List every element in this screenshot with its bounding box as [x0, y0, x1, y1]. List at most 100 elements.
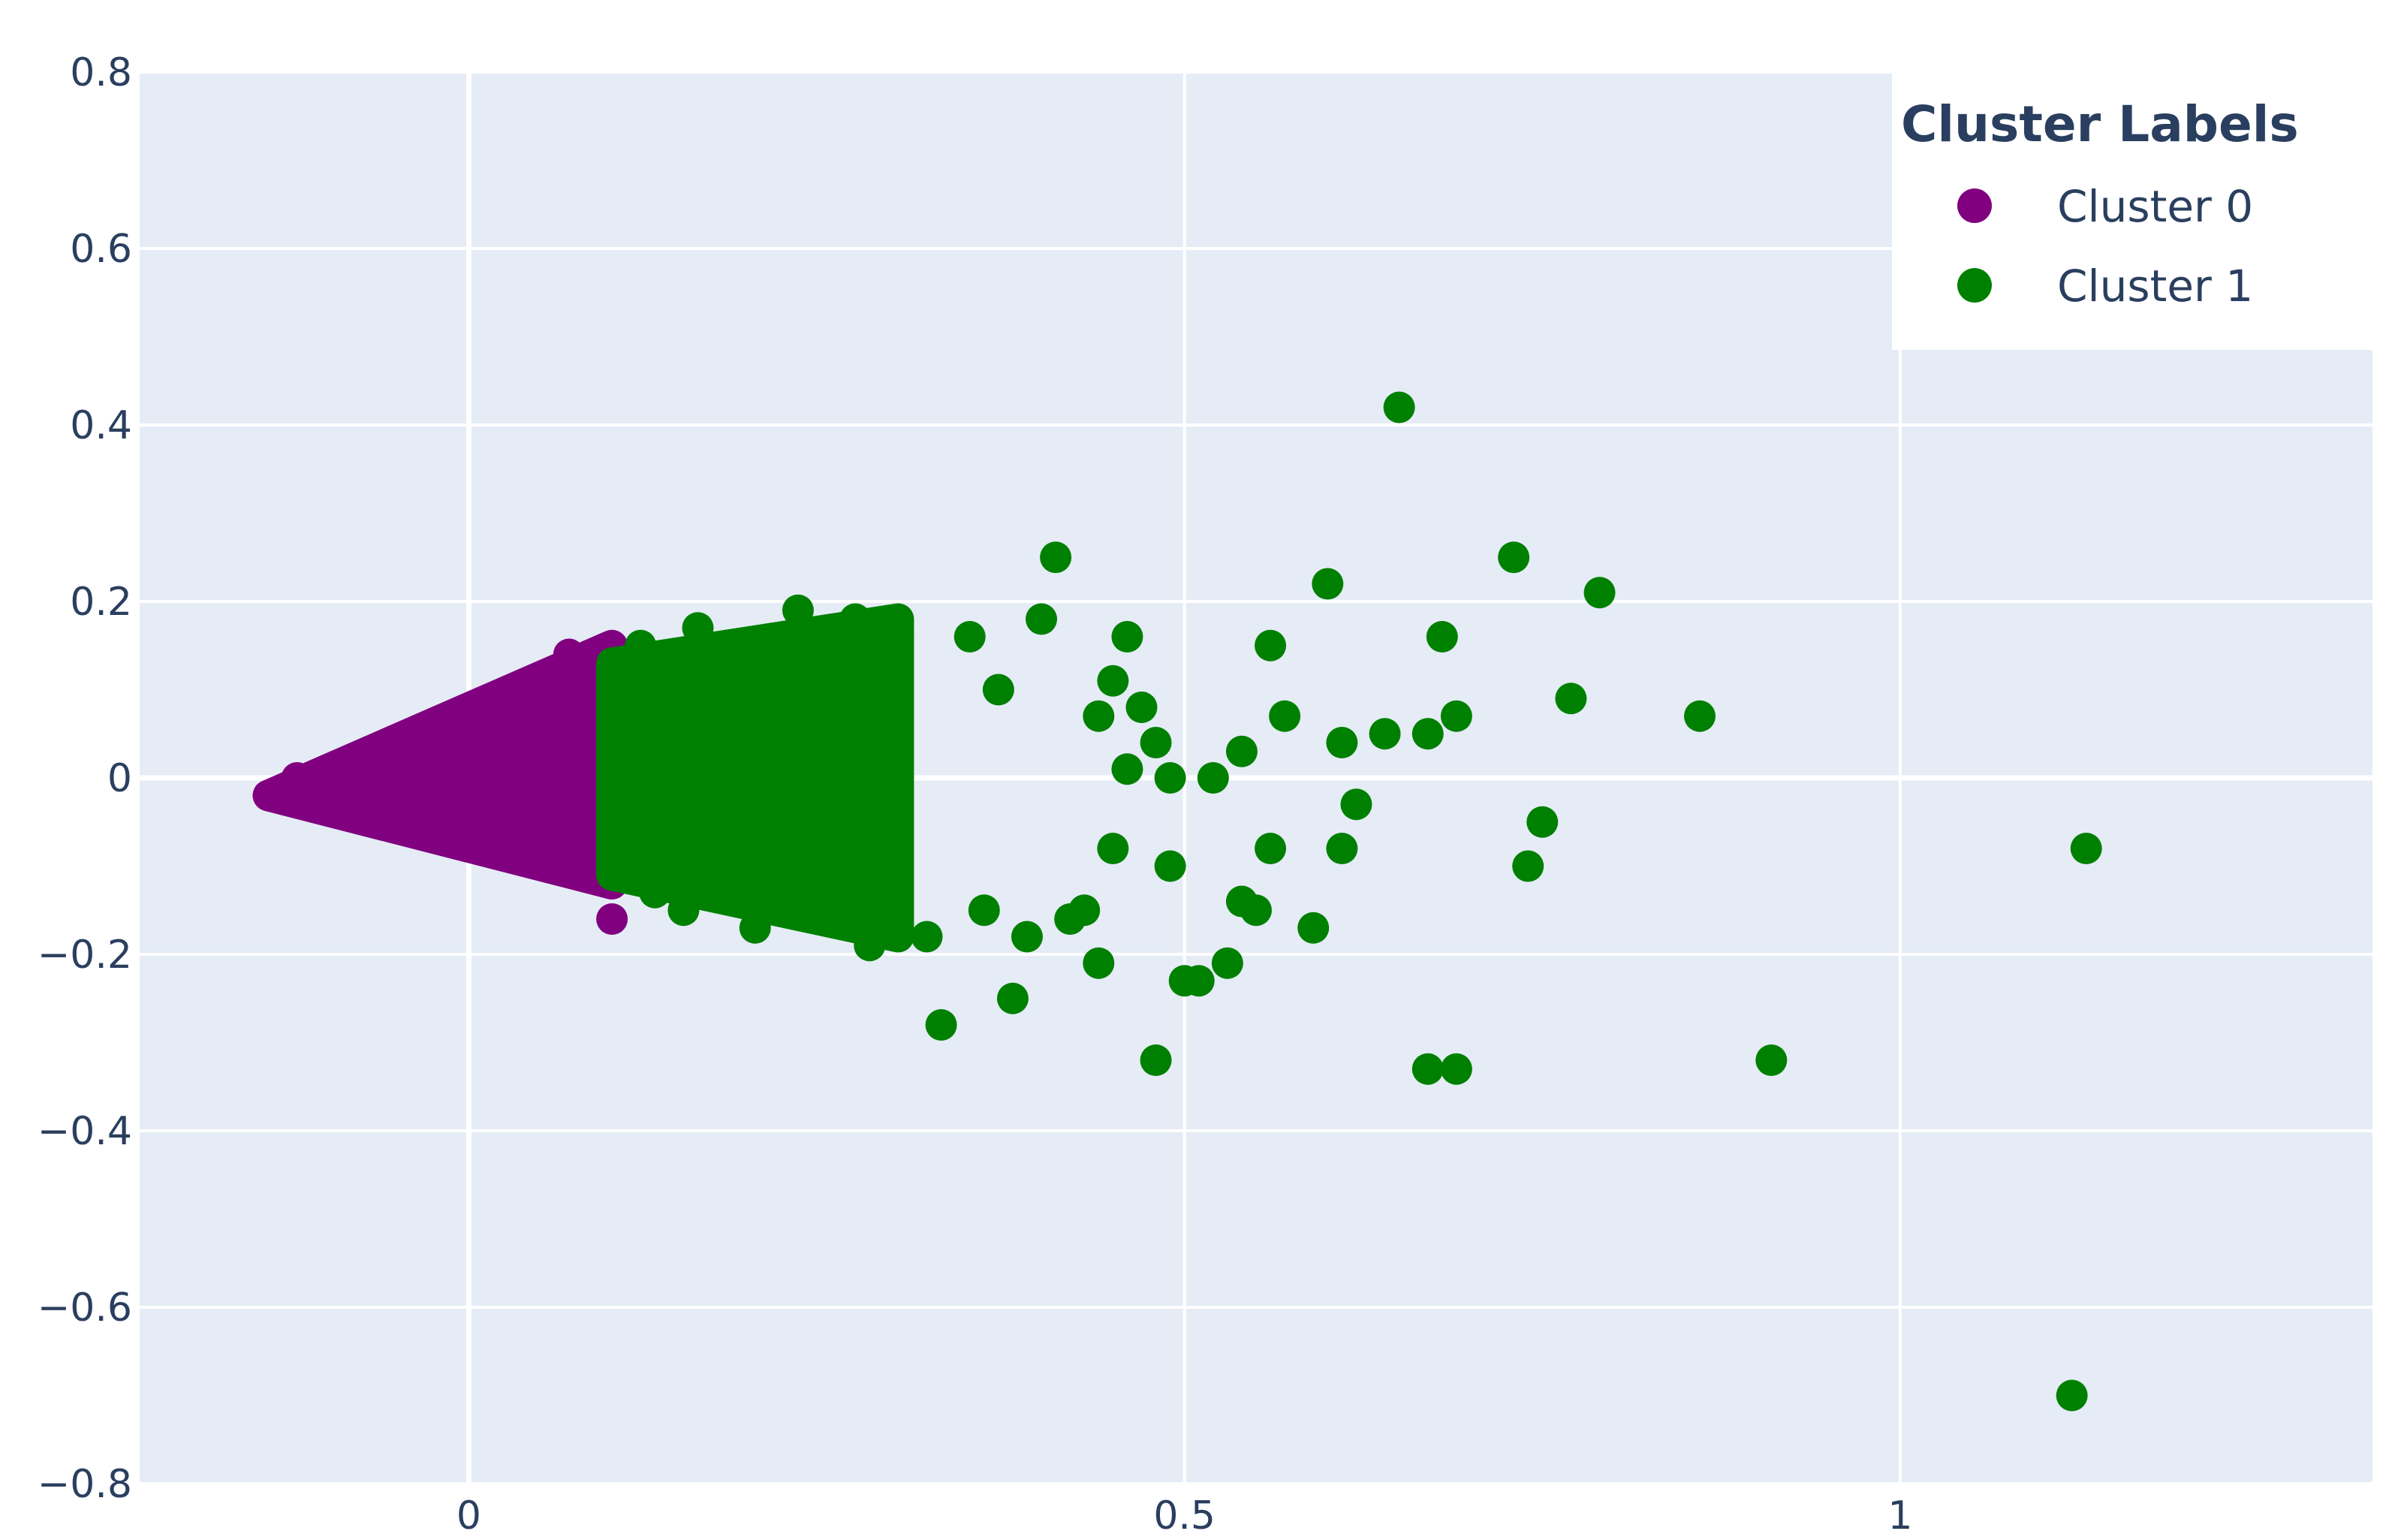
legend-title: Cluster Labels: [1901, 95, 2299, 153]
data-point: [767, 637, 800, 669]
data-point: [833, 725, 865, 757]
data-point: [1026, 603, 1058, 635]
data-point: [1755, 1044, 1788, 1076]
data-point: [777, 833, 809, 865]
y-tick-label: −0.6: [38, 1285, 132, 1331]
data-point: [1340, 788, 1372, 821]
scatter-points: [252, 391, 2102, 1412]
data-point: [506, 759, 538, 791]
data-point: [764, 869, 797, 902]
data-point: [812, 805, 845, 837]
data-point: [1512, 850, 1544, 882]
data-point: [1154, 850, 1186, 882]
data-point: [968, 894, 1000, 927]
y-tick-label: 0.8: [70, 50, 132, 95]
data-point: [683, 690, 715, 722]
legend-item-cluster-1[interactable]: Cluster 1: [1957, 261, 2253, 312]
data-point: [281, 762, 313, 794]
data-point: [1683, 700, 1716, 732]
legend[interactable]: Cluster Labels Cluster 0 Cluster 1: [1892, 72, 2372, 350]
series-cluster-0: [252, 629, 628, 935]
x-tick-label: 1: [1887, 1493, 1912, 1538]
series-cluster-1: [596, 391, 2102, 1412]
data-point: [739, 912, 771, 944]
data-point: [694, 830, 726, 862]
data-point: [845, 829, 878, 861]
data-point: [855, 699, 887, 731]
data-point: [367, 797, 399, 829]
data-point: [338, 744, 370, 776]
data-point: [1182, 965, 1215, 997]
data-point: [925, 1009, 957, 1041]
data-point: [567, 850, 599, 882]
data-point: [601, 776, 634, 808]
data-point: [782, 594, 814, 626]
data-point: [854, 930, 886, 962]
y-tick-label: −0.2: [38, 933, 132, 978]
data-point: [1083, 700, 1115, 732]
data-point: [1326, 727, 1358, 758]
data-point: [712, 775, 745, 807]
data-point: [1583, 577, 1616, 609]
data-point: [982, 674, 1014, 706]
data-point: [1255, 833, 1287, 864]
data-point: [639, 876, 671, 909]
data-point: [710, 629, 743, 662]
data-point: [1097, 833, 1129, 864]
data-point: [846, 766, 878, 798]
data-point: [490, 721, 522, 753]
legend-label: Cluster 0: [2057, 181, 2253, 232]
legend-marker: [1957, 268, 1992, 303]
data-point: [535, 710, 568, 743]
data-point: [1297, 912, 1330, 944]
data-point: [643, 829, 675, 861]
data-point: [996, 982, 1029, 1014]
data-point: [625, 629, 657, 662]
data-point: [641, 731, 673, 763]
legend-label: Cluster 1: [2057, 261, 2253, 312]
legend-item-cluster-0[interactable]: Cluster 0: [1957, 181, 2253, 232]
data-point: [1111, 753, 1143, 785]
data-point: [2070, 833, 2102, 864]
data-point: [1083, 947, 1115, 979]
x-tick-label: 0.5: [1153, 1493, 1216, 1538]
data-point: [1068, 894, 1101, 927]
data-point: [733, 866, 765, 899]
data-point: [2056, 1379, 2088, 1412]
data-point: [811, 903, 843, 935]
data-point: [1125, 692, 1158, 723]
data-point: [1440, 1053, 1472, 1085]
legend-items[interactable]: Cluster 0 Cluster 1: [1957, 181, 2253, 312]
y-tick-label: 0.6: [70, 227, 132, 272]
data-point: [1498, 541, 1530, 574]
data-point: [878, 684, 911, 716]
data-point: [1255, 629, 1287, 662]
data-point: [820, 833, 852, 865]
y-tick-label: −0.8: [38, 1462, 132, 1507]
data-point: [524, 833, 556, 864]
y-tick-label: 0: [107, 756, 132, 801]
data-point: [1225, 735, 1258, 767]
data-point: [1154, 762, 1186, 794]
data-point: [911, 921, 943, 953]
data-point: [1211, 947, 1243, 979]
data-point: [1312, 568, 1344, 600]
data-point: [871, 759, 903, 791]
data-point: [1140, 727, 1172, 758]
data-point: [673, 768, 706, 800]
data-point: [538, 665, 571, 697]
x-tick-label: 0: [456, 1493, 481, 1538]
data-point: [682, 612, 714, 644]
data-point: [1411, 718, 1444, 750]
data-point: [622, 848, 654, 880]
data-point: [1140, 1044, 1172, 1076]
data-point: [876, 716, 908, 749]
data-point: [453, 709, 485, 741]
data-point: [653, 656, 685, 688]
data-point: [1197, 762, 1229, 794]
data-point: [1383, 391, 1415, 423]
data-point: [756, 800, 788, 833]
data-point: [845, 644, 877, 677]
y-tick-label: 0.2: [70, 580, 132, 625]
